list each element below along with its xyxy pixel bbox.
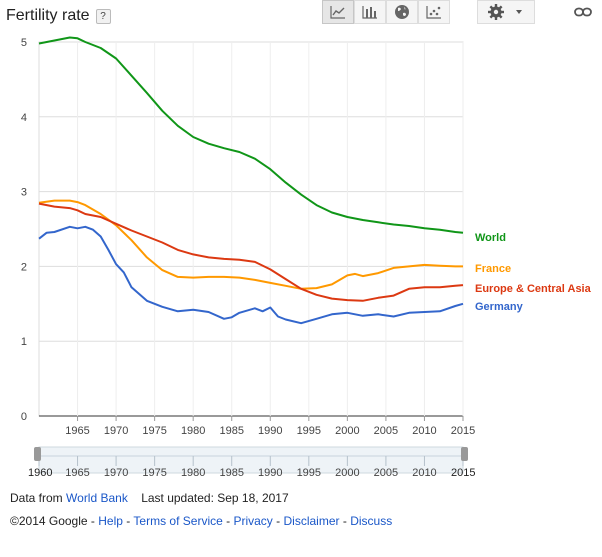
y-tick-label: 1 <box>21 336 27 348</box>
x-tick-label: 1980 <box>181 425 205 437</box>
bar-chart-icon <box>362 6 377 19</box>
y-tick-label: 5 <box>21 37 27 49</box>
page-title: Fertility rate <box>6 7 90 24</box>
series-line-germany[interactable] <box>38 225 464 325</box>
x-tick-label: 1985 <box>219 425 243 437</box>
y-tick-label: 4 <box>21 112 27 124</box>
y-tick-label: 0 <box>21 411 27 423</box>
disclaimer-link[interactable]: Disclaimer <box>283 514 340 528</box>
x-tick-label: 1970 <box>104 425 128 437</box>
source-line: Data from World Bank Last updated: Sep 1… <box>10 491 289 505</box>
x-tick-label: 2010 <box>412 425 436 437</box>
plot-frame <box>38 41 464 417</box>
copyright: ©2014 Google <box>10 514 88 528</box>
x-tick-label: 1965 <box>65 425 89 437</box>
timeline-start-label: 1960 <box>28 467 52 479</box>
settings-toolbar <box>477 0 535 26</box>
x-tick-label: 1990 <box>258 425 282 437</box>
chart-gridlines <box>38 41 464 417</box>
scatter-chart-icon <box>426 6 441 19</box>
last-updated: Last updated: Sep 18, 2017 <box>141 491 289 505</box>
x-tick-label: 2000 <box>335 425 359 437</box>
x-tick-label: 2005 <box>374 425 398 437</box>
timeline-ticks: 1965 1970 1975 1980 1985 1990 1995 2000 2005 2010 <box>38 456 464 479</box>
chart-legend: World France Europe & Central Asia Germany <box>475 232 592 313</box>
timeline-year-label: 2005 <box>374 467 398 479</box>
discuss-link[interactable]: Discuss <box>350 514 393 528</box>
globe-icon <box>395 5 409 19</box>
legend-label[interactable]: Europe & Central Asia <box>475 283 592 295</box>
legend-label[interactable]: World <box>475 232 506 244</box>
timeline-year-label: 2000 <box>335 467 359 479</box>
timeline-end-label: 2015 <box>451 467 475 479</box>
line-chart-icon <box>330 6 345 19</box>
timeline-year-label: 1975 <box>142 467 166 479</box>
chart-header: Fertility rate ? <box>6 4 111 28</box>
x-tick-label: 2015 <box>451 425 475 437</box>
timeline-track <box>38 446 464 474</box>
timeline-year-label: 1985 <box>219 467 243 479</box>
timeline-slider[interactable]: 1965 1970 1975 1980 1985 1990 1995 2000 2005 2010… <box>0 440 602 484</box>
terms-link[interactable]: Terms of Service <box>133 514 223 528</box>
data-from-label: Data from <box>10 491 63 505</box>
timeline-start-handle[interactable] <box>34 447 41 461</box>
legend-label[interactable]: France <box>475 263 511 275</box>
share-link-button[interactable] <box>565 0 601 24</box>
timeline-end-handle[interactable] <box>461 447 468 461</box>
x-tick-label: 1995 <box>297 425 321 437</box>
timeline-year-label: 1980 <box>181 467 205 479</box>
chevron-down-icon <box>516 10 522 14</box>
chart-axes: 0 1 2 3 4 5 1965 1970 1975 1980 1985 1990 1995 2000 20… <box>21 37 475 437</box>
y-tick-label: 3 <box>21 187 27 199</box>
timeline-year-label: 2010 <box>412 467 436 479</box>
gear-icon <box>488 4 504 20</box>
scatter-chart-button[interactable] <box>418 0 450 24</box>
map-chart-button[interactable] <box>386 0 418 24</box>
y-tick-label: 2 <box>21 261 27 273</box>
legend-label[interactable]: Germany <box>475 301 524 313</box>
link-icon <box>574 7 592 17</box>
fertility-line-chart: 0 1 2 3 4 5 1965 1970 1975 1980 1985 1990 1995 2000 20… <box>21 36 592 437</box>
chart-series <box>38 36 464 325</box>
chart-type-toolbar <box>322 0 450 26</box>
help-button[interactable]: ? <box>95 8 111 24</box>
settings-button[interactable] <box>477 0 535 24</box>
world-bank-link[interactable]: World Bank <box>66 491 128 505</box>
footer-links: ©2014 Google - Help - Terms of Service -… <box>10 514 393 528</box>
x-tick-label: 1975 <box>142 425 166 437</box>
timeline-year-label: 1970 <box>104 467 128 479</box>
share-toolbar <box>565 0 601 26</box>
bar-chart-button[interactable] <box>354 0 386 24</box>
help-link[interactable]: Help <box>98 514 123 528</box>
timeline-year-label: 1995 <box>297 467 321 479</box>
series-line-europe-central-asia[interactable] <box>38 202 464 302</box>
privacy-link[interactable]: Privacy <box>233 514 273 528</box>
timeline-year-label: 1990 <box>258 467 282 479</box>
timeline-year-label: 1965 <box>65 467 89 479</box>
series-line-world[interactable] <box>38 36 464 234</box>
series-line-france[interactable] <box>38 199 463 290</box>
line-chart-button[interactable] <box>322 0 354 24</box>
